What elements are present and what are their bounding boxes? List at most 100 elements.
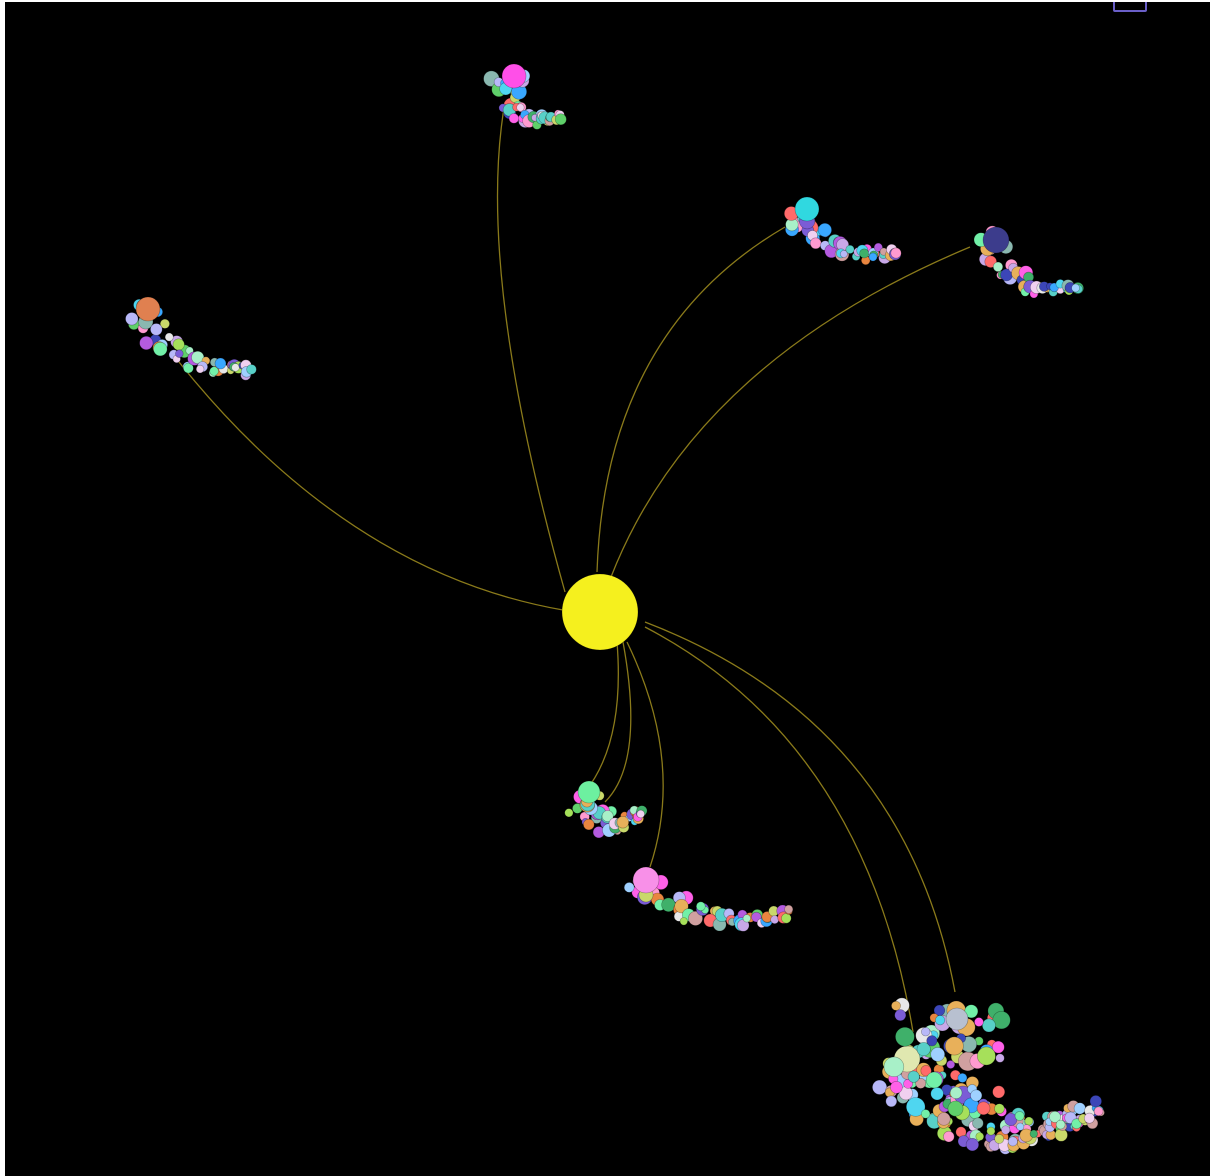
graph-node[interactable] xyxy=(925,1071,943,1089)
graph-node[interactable] xyxy=(1007,1136,1018,1147)
graph-node[interactable] xyxy=(1084,1112,1095,1124)
graph-node[interactable] xyxy=(903,1078,913,1089)
graph-node[interactable] xyxy=(1029,1129,1038,1138)
graph-node[interactable] xyxy=(688,911,703,926)
graph-node[interactable] xyxy=(890,1081,903,1094)
graph-node[interactable] xyxy=(209,366,219,376)
graph-node[interactable] xyxy=(1071,1118,1082,1129)
graph-node[interactable] xyxy=(183,362,194,374)
graph-node[interactable] xyxy=(1093,1106,1104,1117)
graph-node[interactable] xyxy=(935,1015,946,1026)
graph-node[interactable] xyxy=(564,808,574,818)
graph-node[interactable] xyxy=(742,914,751,923)
graph-node[interactable] xyxy=(246,364,257,375)
graph-node[interactable] xyxy=(982,1018,996,1033)
graph-node[interactable] xyxy=(920,1065,932,1077)
graph-node[interactable] xyxy=(946,1060,956,1069)
graph-node[interactable] xyxy=(975,1132,985,1141)
graph-node[interactable] xyxy=(231,363,240,372)
graph-node[interactable] xyxy=(995,1053,1005,1063)
graph-node[interactable] xyxy=(957,1073,968,1083)
graph-node[interactable] xyxy=(1001,1125,1011,1135)
graph-node[interactable] xyxy=(894,1009,907,1022)
graph-node[interactable] xyxy=(947,1100,964,1117)
graph-node[interactable] xyxy=(164,332,174,342)
graph-node[interactable] xyxy=(895,1027,915,1047)
graph-node[interactable] xyxy=(891,1000,901,1011)
graph-node[interactable] xyxy=(984,255,997,268)
graph-node[interactable] xyxy=(873,242,883,252)
graph-node[interactable] xyxy=(992,261,1004,272)
root-node[interactable] xyxy=(561,573,639,651)
graph-node[interactable] xyxy=(1089,1095,1102,1108)
graph-node[interactable] xyxy=(845,244,855,254)
graph-node[interactable] xyxy=(616,815,629,829)
network-graph[interactable] xyxy=(5,2,1210,1176)
graph-node[interactable] xyxy=(944,1036,964,1056)
graph-node[interactable] xyxy=(172,338,185,351)
graph-node[interactable] xyxy=(926,1035,938,1047)
graph-node[interactable] xyxy=(986,1126,996,1136)
graph-node[interactable] xyxy=(784,904,794,914)
graph-node[interactable] xyxy=(809,237,822,250)
graph-node[interactable] xyxy=(890,247,902,259)
graph-node[interactable] xyxy=(916,1042,931,1057)
cluster-head-node[interactable] xyxy=(501,63,527,89)
graph-node[interactable] xyxy=(554,113,567,126)
graph-node[interactable] xyxy=(139,335,154,350)
graph-node[interactable] xyxy=(991,1040,1005,1054)
graph-node[interactable] xyxy=(1055,1119,1066,1130)
graph-node[interactable] xyxy=(583,818,595,831)
graph-node[interactable] xyxy=(679,917,688,926)
graph-node[interactable] xyxy=(976,1101,991,1116)
graph-node[interactable] xyxy=(949,1086,963,1100)
graph-node[interactable] xyxy=(943,1130,955,1143)
graph-node[interactable] xyxy=(1049,1111,1061,1123)
graph-node[interactable] xyxy=(623,882,635,893)
graph-node[interactable] xyxy=(781,913,792,924)
graph-node[interactable] xyxy=(840,249,848,258)
graph-node[interactable] xyxy=(150,323,163,336)
graph-node[interactable] xyxy=(195,364,205,374)
graph-node[interactable] xyxy=(159,318,170,329)
graph-node[interactable] xyxy=(214,357,227,370)
graph-node[interactable] xyxy=(994,1103,1005,1114)
graph-node[interactable] xyxy=(885,1095,898,1108)
graph-node[interactable] xyxy=(1024,1116,1034,1126)
graph-node[interactable] xyxy=(915,1078,927,1089)
cluster-head-node[interactable] xyxy=(794,196,820,222)
graph-node[interactable] xyxy=(974,1017,984,1027)
graph-node[interactable] xyxy=(994,1134,1005,1144)
graph-node[interactable] xyxy=(945,1007,969,1031)
cluster-head-node[interactable] xyxy=(135,296,161,322)
corner-square-button[interactable] xyxy=(1113,2,1147,12)
graph-node[interactable] xyxy=(636,809,645,819)
graph-node[interactable] xyxy=(872,1079,888,1095)
graph-node[interactable] xyxy=(1014,1111,1025,1121)
graph-node[interactable] xyxy=(930,1087,944,1101)
graph-node[interactable] xyxy=(905,1097,926,1117)
graph-node[interactable] xyxy=(1071,283,1080,293)
graph-node[interactable] xyxy=(868,252,878,262)
graph-node[interactable] xyxy=(817,223,832,238)
graph-node[interactable] xyxy=(674,898,689,914)
cluster-head-node[interactable] xyxy=(577,780,601,804)
graph-node[interactable] xyxy=(508,113,520,124)
graph-node[interactable] xyxy=(516,103,525,112)
graph-node[interactable] xyxy=(965,1137,980,1152)
graph-node[interactable] xyxy=(153,342,168,357)
network-graph-canvas[interactable] xyxy=(5,2,1210,1176)
graph-node[interactable] xyxy=(1016,1122,1025,1131)
graph-node[interactable] xyxy=(1073,1102,1086,1115)
graph-node[interactable] xyxy=(695,901,706,912)
cluster-head-node[interactable] xyxy=(982,226,1010,254)
graph-node[interactable] xyxy=(970,1089,983,1102)
graph-node[interactable] xyxy=(883,1056,905,1078)
graph-node[interactable] xyxy=(125,312,139,326)
graph-node[interactable] xyxy=(930,1047,946,1062)
graph-node[interactable] xyxy=(972,1117,984,1129)
graph-node[interactable] xyxy=(859,248,870,259)
graph-node[interactable] xyxy=(937,1112,951,1126)
graph-node[interactable] xyxy=(992,1085,1006,1099)
cluster-head-node[interactable] xyxy=(632,866,660,894)
